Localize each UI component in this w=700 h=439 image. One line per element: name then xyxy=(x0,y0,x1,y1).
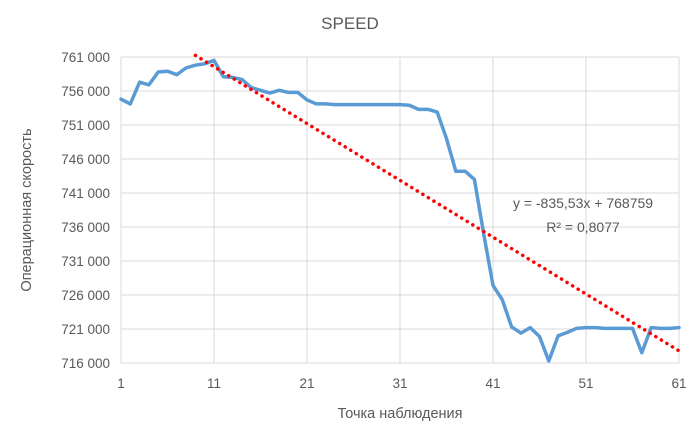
x-tick-label: 21 xyxy=(299,376,314,391)
x-axis-label: Точка наблюдения xyxy=(337,406,462,422)
x-tick-labels: 1 11 21 31 41 51 61 xyxy=(117,376,686,391)
x-tick-label: 41 xyxy=(485,376,500,391)
y-tick-label: 751 000 xyxy=(61,118,110,133)
chart-title: SPEED xyxy=(321,14,379,33)
speed-series-line xyxy=(119,58,681,363)
y-tick-label: 761 000 xyxy=(61,50,110,65)
y-tick-label: 746 000 xyxy=(61,152,110,167)
x-tick-label: 11 xyxy=(207,376,221,391)
y-tick-label: 736 000 xyxy=(61,220,110,235)
trendline-equation: y = -835,53x + 768759 xyxy=(513,195,653,211)
y-tick-label: 741 000 xyxy=(61,186,110,201)
y-tick-label: 731 000 xyxy=(61,254,110,269)
x-tick-label: 61 xyxy=(671,376,686,391)
series xyxy=(119,53,681,363)
x-tick-label: 1 xyxy=(117,376,125,391)
y-tick-label: 756 000 xyxy=(61,84,110,99)
y-axis-label: Операционная скорость xyxy=(19,128,35,291)
trendline-r-squared: R² = 0,8077 xyxy=(546,219,620,235)
y-tick-labels: 716 000 721 000 726 000 731 000 736 000 741 0… xyxy=(61,50,110,371)
gridlines xyxy=(120,56,680,364)
y-tick-label: 716 000 xyxy=(61,356,110,371)
x-tick-label: 51 xyxy=(578,376,593,391)
y-tick-label: 726 000 xyxy=(61,288,110,303)
x-tick-label: 31 xyxy=(392,376,407,391)
y-tick-label: 721 000 xyxy=(61,322,110,337)
